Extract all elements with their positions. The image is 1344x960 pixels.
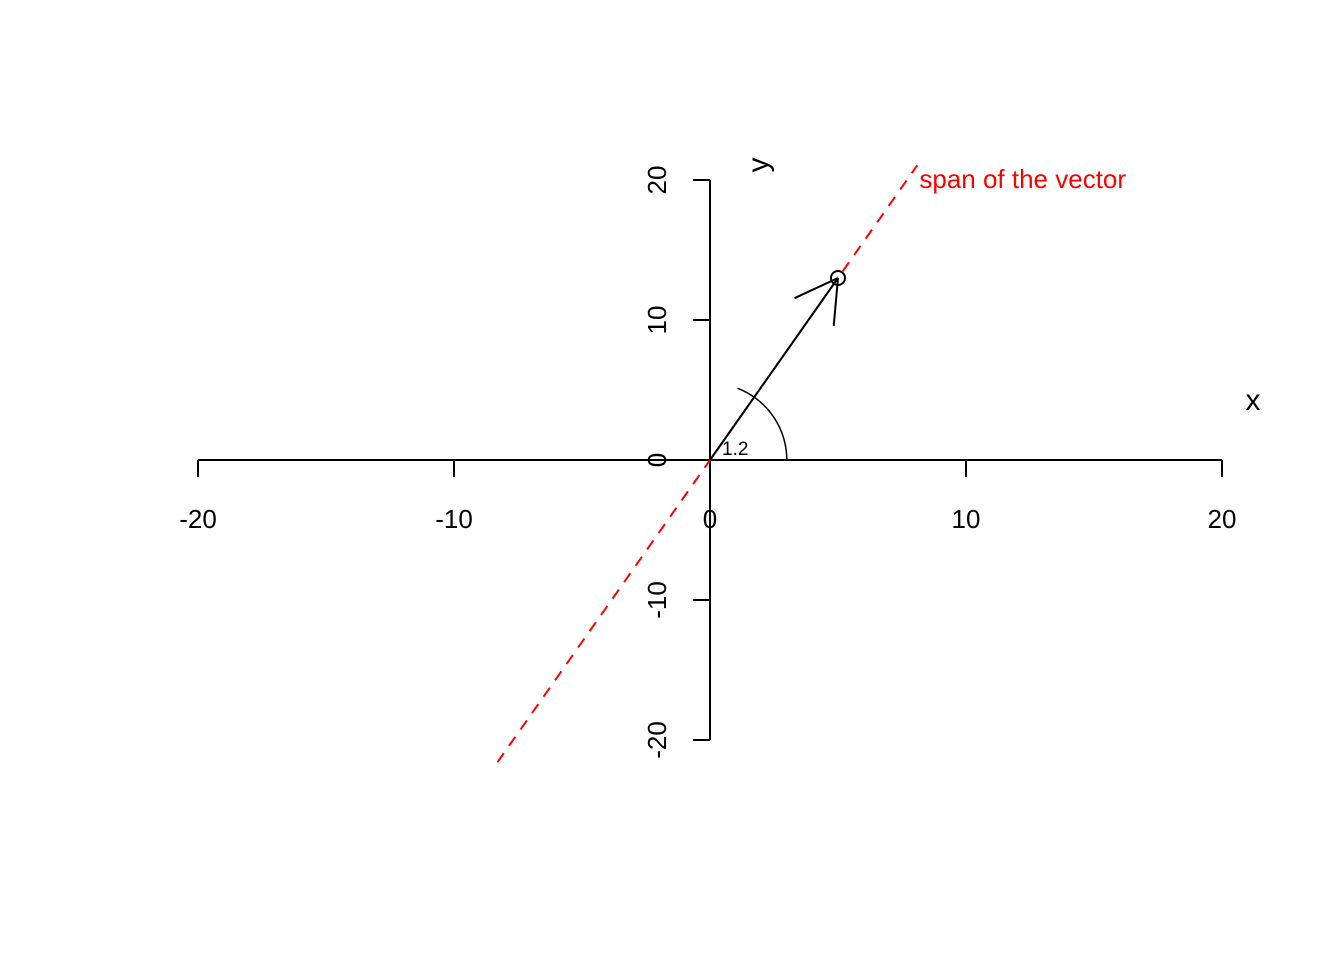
arrow-head-line: [832, 277, 839, 326]
x-axis-title: x: [1246, 384, 1261, 417]
vector-endpoint: [830, 270, 846, 286]
y-tick-label: 20: [642, 166, 672, 195]
x-tick-label: -20: [179, 504, 217, 534]
angle-label: 1.2: [722, 439, 748, 460]
label-layer: x y 1.2 span of the vector: [722, 158, 1261, 461]
span-layer: [496, 164, 919, 763]
span-line: [496, 164, 919, 763]
y-axis-title: y: [742, 158, 775, 173]
y-tick-label: -10: [642, 581, 672, 619]
arrow-head-line: [794, 277, 839, 300]
angle-arc: [737, 387, 788, 461]
vector-layer: [709, 270, 846, 461]
span-label: span of the vector: [919, 164, 1126, 194]
x-tick-label: 10: [952, 504, 981, 534]
y-tick-label: -20: [642, 721, 672, 759]
x-tick-label: 20: [1208, 504, 1237, 534]
y-tick-label: 0: [642, 453, 672, 467]
vector-line: [709, 277, 839, 461]
x-tick-label: -10: [435, 504, 473, 534]
y-tick-label: 10: [642, 306, 672, 335]
